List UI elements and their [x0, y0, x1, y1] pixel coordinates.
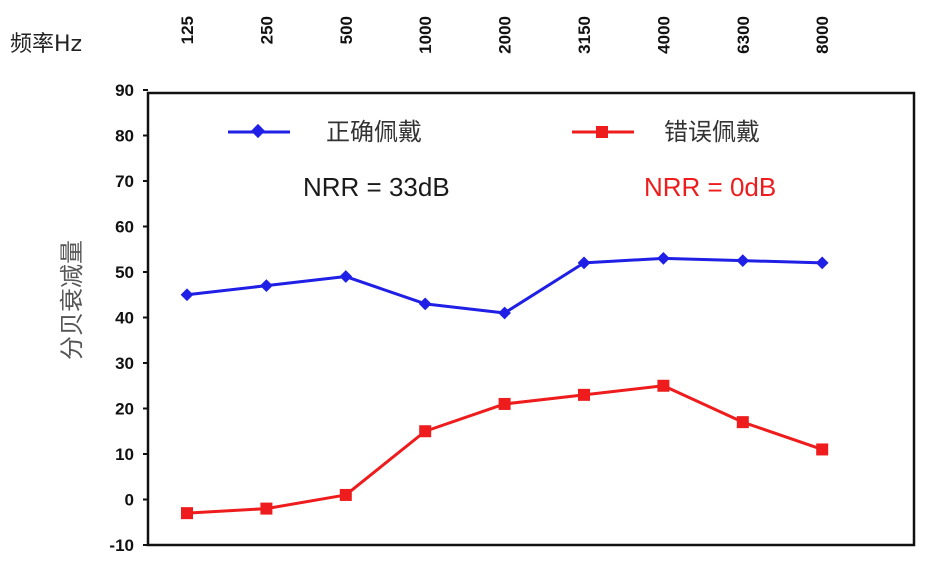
x-tick-label: 8000 [813, 16, 832, 54]
legend-label-series-1: 正确佩戴 [326, 118, 422, 146]
y-tick-label: 0 [125, 491, 134, 510]
x-tick-label: 250 [257, 16, 276, 44]
series-layer [180, 251, 829, 520]
y-tick-label: -10 [109, 536, 134, 555]
data-point-series-2-2000 [498, 397, 511, 410]
legend: 正确佩戴 错误佩戴 [228, 118, 760, 146]
x-tick-label: 1000 [416, 16, 435, 54]
data-point-series-1-1000 [418, 297, 432, 311]
data-point-series-1-250 [260, 279, 273, 293]
data-point-series-2-6300 [736, 416, 749, 429]
data-point-series-1-500 [339, 270, 353, 283]
y-axis-ticks: 90 80 70 60 50 40 30 20 10 0 -10 [109, 81, 148, 555]
nrr-annotation-series-1: NRR = 33dB [303, 172, 450, 202]
y-tick-label: 90 [115, 81, 134, 100]
data-point-series-2-4000 [657, 379, 670, 392]
x-tick-label: 2000 [496, 16, 515, 54]
x-axis-ticks: 125 250 500 1000 2000 3150 4000 6300 8000 [178, 16, 832, 54]
nrr-annotation-series-2: NRR = 0dB [644, 172, 776, 202]
data-point-series-1-2000 [498, 306, 511, 320]
y-tick-label: 50 [115, 263, 134, 282]
y-tick-label: 30 [115, 354, 134, 373]
x-tick-label: 6300 [734, 16, 753, 54]
x-tick-label: 4000 [654, 16, 673, 54]
data-point-series-1-125 [180, 288, 194, 302]
series-line-1 [186, 256, 823, 315]
y-tick-label: 10 [115, 445, 134, 464]
data-point-series-2-250 [260, 502, 273, 515]
data-point-series-1-4000 [657, 251, 670, 265]
x-tick-label: 3150 [575, 16, 594, 54]
y-tick-label: 80 [115, 127, 134, 146]
y-axis-label: 分贝衰减量 [58, 240, 86, 360]
legend-marker-series-2 [596, 126, 608, 138]
data-point-series-1-8000 [815, 256, 829, 270]
y-tick-label: 70 [115, 172, 134, 191]
y-tick-label: 20 [115, 400, 134, 419]
data-point-series-2-3150 [578, 388, 590, 401]
x-tick-label: 125 [178, 16, 197, 44]
data-point-series-2-1000 [419, 425, 432, 438]
data-point-series-2-500 [339, 488, 352, 501]
legend-marker-series-1 [250, 123, 266, 139]
data-point-series-1-6300 [736, 254, 750, 267]
data-point-series-2-125 [181, 507, 193, 520]
data-point-series-2-8000 [816, 443, 829, 456]
x-tick-label: 500 [337, 16, 356, 44]
legend-label-series-2: 错误佩戴 [664, 118, 760, 146]
plot-area [146, 91, 916, 547]
x-axis-label: 频率Hz [10, 32, 82, 57]
y-tick-label: 60 [115, 218, 134, 237]
y-tick-label: 40 [115, 309, 134, 328]
